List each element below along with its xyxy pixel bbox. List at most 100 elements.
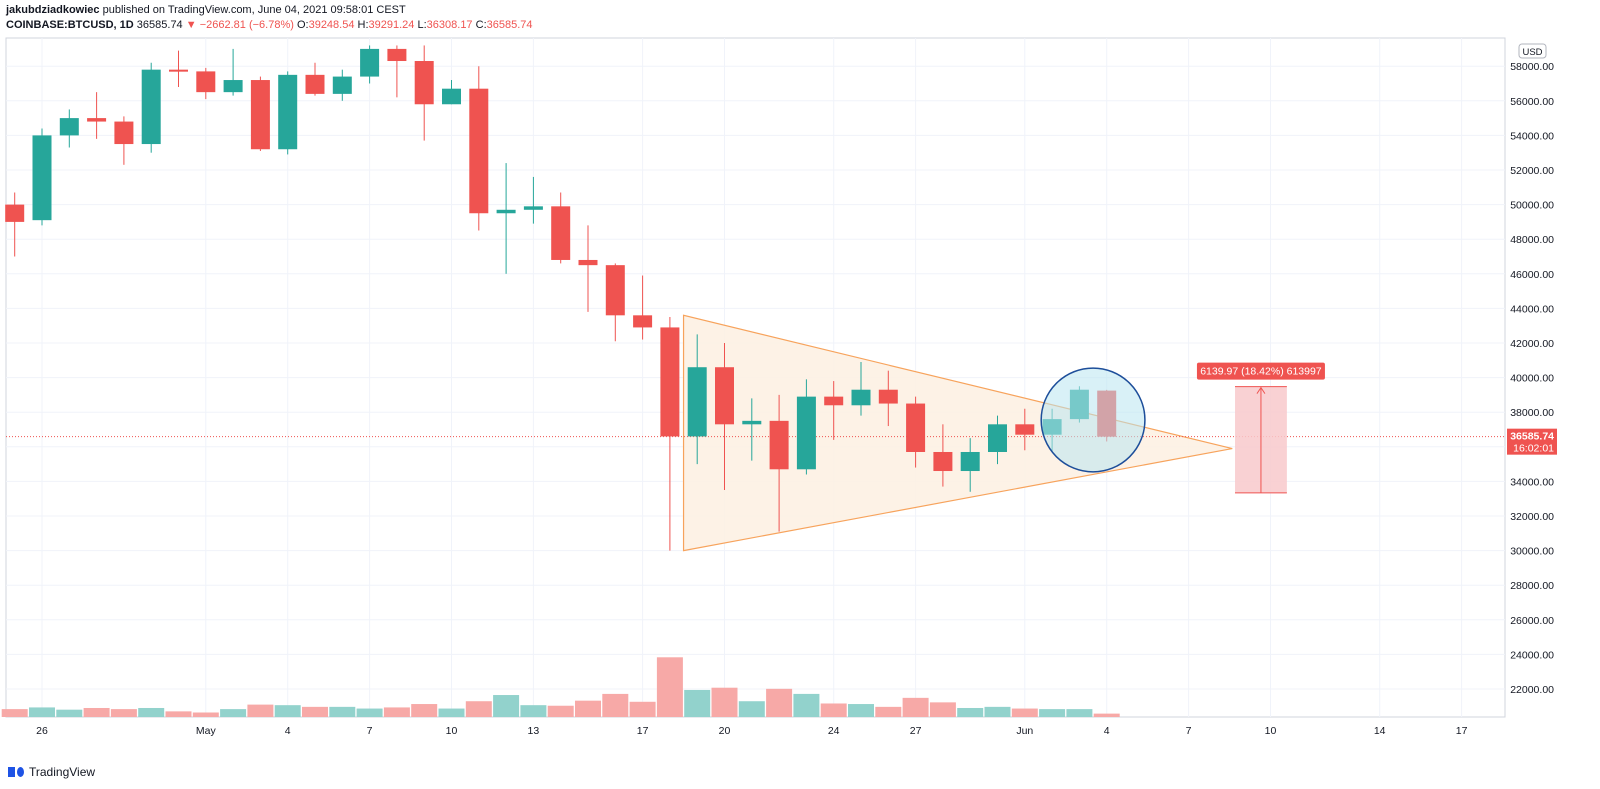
close-value: 36585.74 — [486, 19, 533, 31]
y-tick-label: 50000.00 — [1510, 200, 1554, 212]
x-tick-label: Jun — [1016, 725, 1033, 737]
volume-bar — [602, 693, 629, 717]
close-label: C: — [475, 19, 487, 31]
author-name[interactable]: jakubdziadkowiec — [6, 4, 100, 16]
volume-bar — [684, 689, 711, 717]
candle-body — [414, 61, 434, 105]
last-price-tag — [1507, 428, 1557, 455]
volume-bar — [247, 704, 274, 717]
candle-body — [660, 327, 680, 437]
open-label: O: — [296, 19, 309, 31]
y-tick-label: 46000.00 — [1510, 269, 1554, 281]
volume-bar — [329, 706, 356, 717]
y-tick-label: 38000.00 — [1510, 407, 1554, 419]
candle-body — [633, 315, 653, 328]
volume-bar — [875, 706, 902, 717]
price-change: −2662.81 (−6.78%) — [199, 19, 294, 31]
symbol-line: COINBASE:BTCUSD, 1D 36585.74 ▼ −2662.81 … — [6, 19, 533, 31]
currency-badge-label: USD — [1522, 47, 1542, 58]
candle-body — [578, 259, 598, 266]
candle-body — [906, 403, 926, 452]
volume-bar — [711, 687, 738, 717]
volume-bar — [957, 707, 984, 717]
measure-arrow-head-icon — [1256, 386, 1266, 394]
x-tick-label: 10 — [446, 725, 458, 737]
down-arrow-icon: ▼ — [185, 19, 197, 31]
tradingview-brand: TradingView — [29, 765, 96, 779]
currency-badge — [1518, 43, 1547, 59]
candle-body — [360, 48, 380, 77]
last-price-tag-value: 36585.74 — [1510, 431, 1554, 443]
candle-body — [933, 451, 953, 472]
volume-bar — [1093, 713, 1120, 717]
volume-bar — [493, 695, 520, 717]
y-tick-label: 56000.00 — [1510, 96, 1554, 108]
volume-bar — [547, 705, 574, 717]
y-tick-label: 52000.00 — [1510, 165, 1554, 177]
x-tick-label: May — [196, 725, 217, 737]
candle-body — [59, 118, 79, 136]
candle-body — [496, 209, 516, 214]
volume-bar — [110, 709, 137, 717]
high-value: 39291.24 — [368, 19, 415, 31]
volume-bar — [56, 709, 83, 717]
high-label: H: — [357, 19, 369, 31]
y-tick-label: 28000.00 — [1510, 580, 1554, 592]
y-tick-label: 26000.00 — [1510, 615, 1554, 627]
volume-bar — [465, 701, 492, 717]
x-tick-label: 7 — [1186, 725, 1192, 737]
x-tick-label: 17 — [1456, 725, 1468, 737]
candle-body — [87, 118, 107, 122]
symbol-name[interactable]: COINBASE:BTCUSD, 1D — [6, 19, 134, 31]
candle-body — [32, 135, 52, 221]
x-tick-label: 27 — [910, 725, 922, 737]
volume-bar — [411, 704, 438, 717]
volume-bar — [383, 707, 410, 717]
y-tick-label: 22000.00 — [1510, 684, 1554, 696]
candle-body — [769, 420, 789, 470]
volume-bar — [1011, 708, 1038, 717]
volume-bar — [29, 707, 55, 717]
x-tick-label: 4 — [285, 725, 291, 737]
candle-body — [250, 80, 270, 150]
x-tick-label: 13 — [528, 725, 540, 737]
y-tick-label: 42000.00 — [1510, 338, 1554, 350]
candle-body — [223, 80, 243, 93]
candle-body — [469, 88, 489, 214]
symmetrical-triangle — [682, 314, 1233, 552]
y-tick-label: 40000.00 — [1510, 373, 1554, 385]
y-tick-label: 58000.00 — [1510, 61, 1554, 73]
volume-bar — [1039, 709, 1066, 717]
candle-body — [387, 48, 407, 62]
measure-label: 6139.97 (18.42%) 613997 — [1200, 366, 1322, 378]
y-tick-label: 54000.00 — [1510, 130, 1554, 142]
candle-body — [824, 396, 844, 406]
volume-bar — [1, 709, 28, 717]
candle-body — [5, 204, 25, 222]
y-tick-label: 30000.00 — [1510, 546, 1554, 558]
tradingview-logo-icon — [8, 767, 24, 777]
countdown-label: 16:02:01 — [1513, 443, 1554, 455]
publisher-line: jakubdziadkowiec published on TradingVie… — [6, 4, 406, 16]
candle-body — [851, 389, 871, 406]
volume-bar — [902, 697, 929, 717]
candle-body — [796, 396, 816, 470]
candle-body — [523, 206, 543, 210]
x-tick-label: 26 — [36, 725, 48, 737]
x-tick-label: 14 — [1374, 725, 1386, 737]
y-tick-label: 32000.00 — [1510, 511, 1554, 523]
volume-bar — [138, 707, 165, 717]
volume-bar — [629, 701, 656, 717]
published-info: published on TradingView.com, June 04, 2… — [102, 4, 406, 16]
candle-body — [305, 74, 325, 94]
candle-body — [715, 367, 734, 425]
volume-bar — [83, 707, 110, 717]
volume-bar — [1066, 709, 1093, 717]
candle-body — [960, 451, 980, 472]
tradingview-logo[interactable]: TradingView — [8, 765, 95, 779]
candle-body — [878, 389, 898, 404]
volume-bar — [848, 704, 874, 717]
y-tick-label: 44000.00 — [1510, 303, 1554, 315]
volume-bar — [929, 702, 956, 717]
